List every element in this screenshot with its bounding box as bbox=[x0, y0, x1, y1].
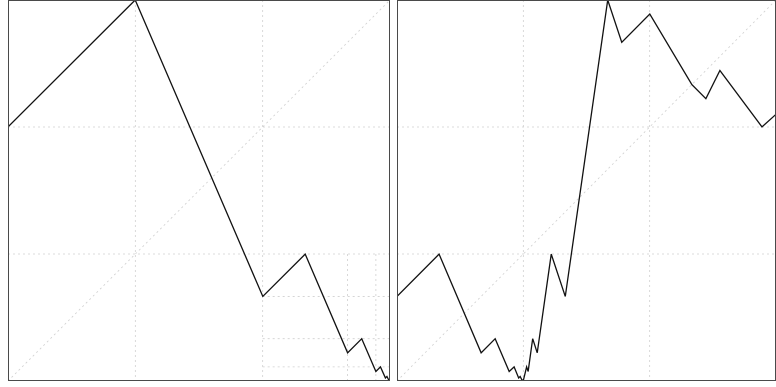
series-line bbox=[397, 0, 776, 381]
diagonal-reference-line bbox=[397, 0, 776, 381]
right-chart-panel bbox=[397, 0, 776, 381]
plot-frame bbox=[8, 0, 390, 381]
left-chart-panel bbox=[8, 0, 390, 381]
diagonal-reference-line bbox=[8, 0, 390, 381]
series-line bbox=[8, 0, 390, 381]
